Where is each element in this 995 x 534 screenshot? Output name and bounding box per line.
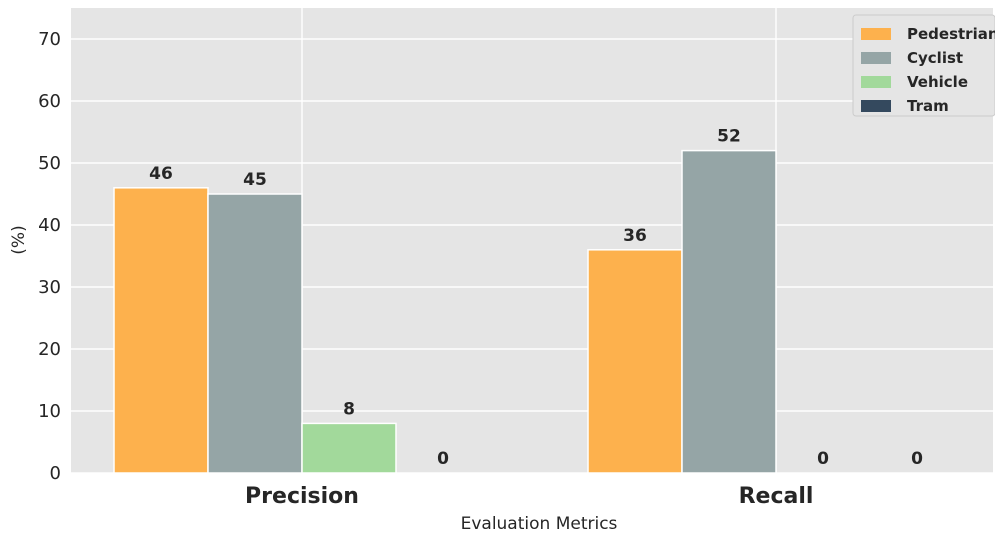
legend-swatch-vehicle xyxy=(861,76,891,88)
category-label-recall: Recall xyxy=(739,484,814,509)
y-tick-label: 10 xyxy=(38,401,61,422)
legend-swatch-tram xyxy=(861,100,891,112)
data-label-cyclist-recall: 52 xyxy=(717,127,741,147)
legend-box xyxy=(852,14,995,117)
legend-swatch-cyclist xyxy=(861,52,891,64)
y-tick-label: 70 xyxy=(38,29,61,50)
category-label-precision: Precision xyxy=(245,484,359,509)
y-tick-label: 60 xyxy=(38,91,61,112)
data-label-tram-recall: 0 xyxy=(911,449,923,469)
data-label-cyclist-precision: 45 xyxy=(243,170,267,190)
legend-label-cyclist: Cyclist xyxy=(907,49,963,67)
y-tick-label: 40 xyxy=(38,215,61,236)
data-label-pedestrian-recall: 36 xyxy=(623,226,647,246)
y-axis-title: (%) xyxy=(9,225,29,254)
data-label-vehicle-precision: 8 xyxy=(343,399,355,419)
data-label-tram-precision: 0 xyxy=(437,449,449,469)
legend-label-tram: Tram xyxy=(907,97,949,115)
bar-pedestrian-recall xyxy=(587,249,683,474)
data-labels: 46 45 8 0 36 52 0 0 xyxy=(149,127,923,469)
bar-pedestrian-precision xyxy=(113,187,209,474)
legend-swatch-pedestrian xyxy=(861,28,891,40)
data-label-pedestrian-precision: 46 xyxy=(149,164,173,184)
legend-label-vehicle: Vehicle xyxy=(907,73,968,91)
x-axis-categories: Precision Recall xyxy=(245,484,813,509)
y-tick-label: 30 xyxy=(38,277,61,298)
legend-label-pedestrian: Pedestrian xyxy=(907,25,995,43)
y-tick-label: 0 xyxy=(50,463,61,484)
bar-cyclist-recall xyxy=(681,149,777,474)
y-tick-label: 20 xyxy=(38,339,61,360)
y-tick-label: 50 xyxy=(38,153,61,174)
data-label-vehicle-recall: 0 xyxy=(817,449,829,469)
bar-cyclist-precision xyxy=(207,193,303,474)
bars xyxy=(113,149,777,474)
y-axis-ticks: 0 10 20 30 40 50 60 70 xyxy=(38,29,61,484)
bar-vehicle-precision xyxy=(301,422,397,474)
x-axis-title: Evaluation Metrics xyxy=(461,514,618,534)
legend: Pedestrian Cyclist Vehicle Tram xyxy=(852,14,995,117)
